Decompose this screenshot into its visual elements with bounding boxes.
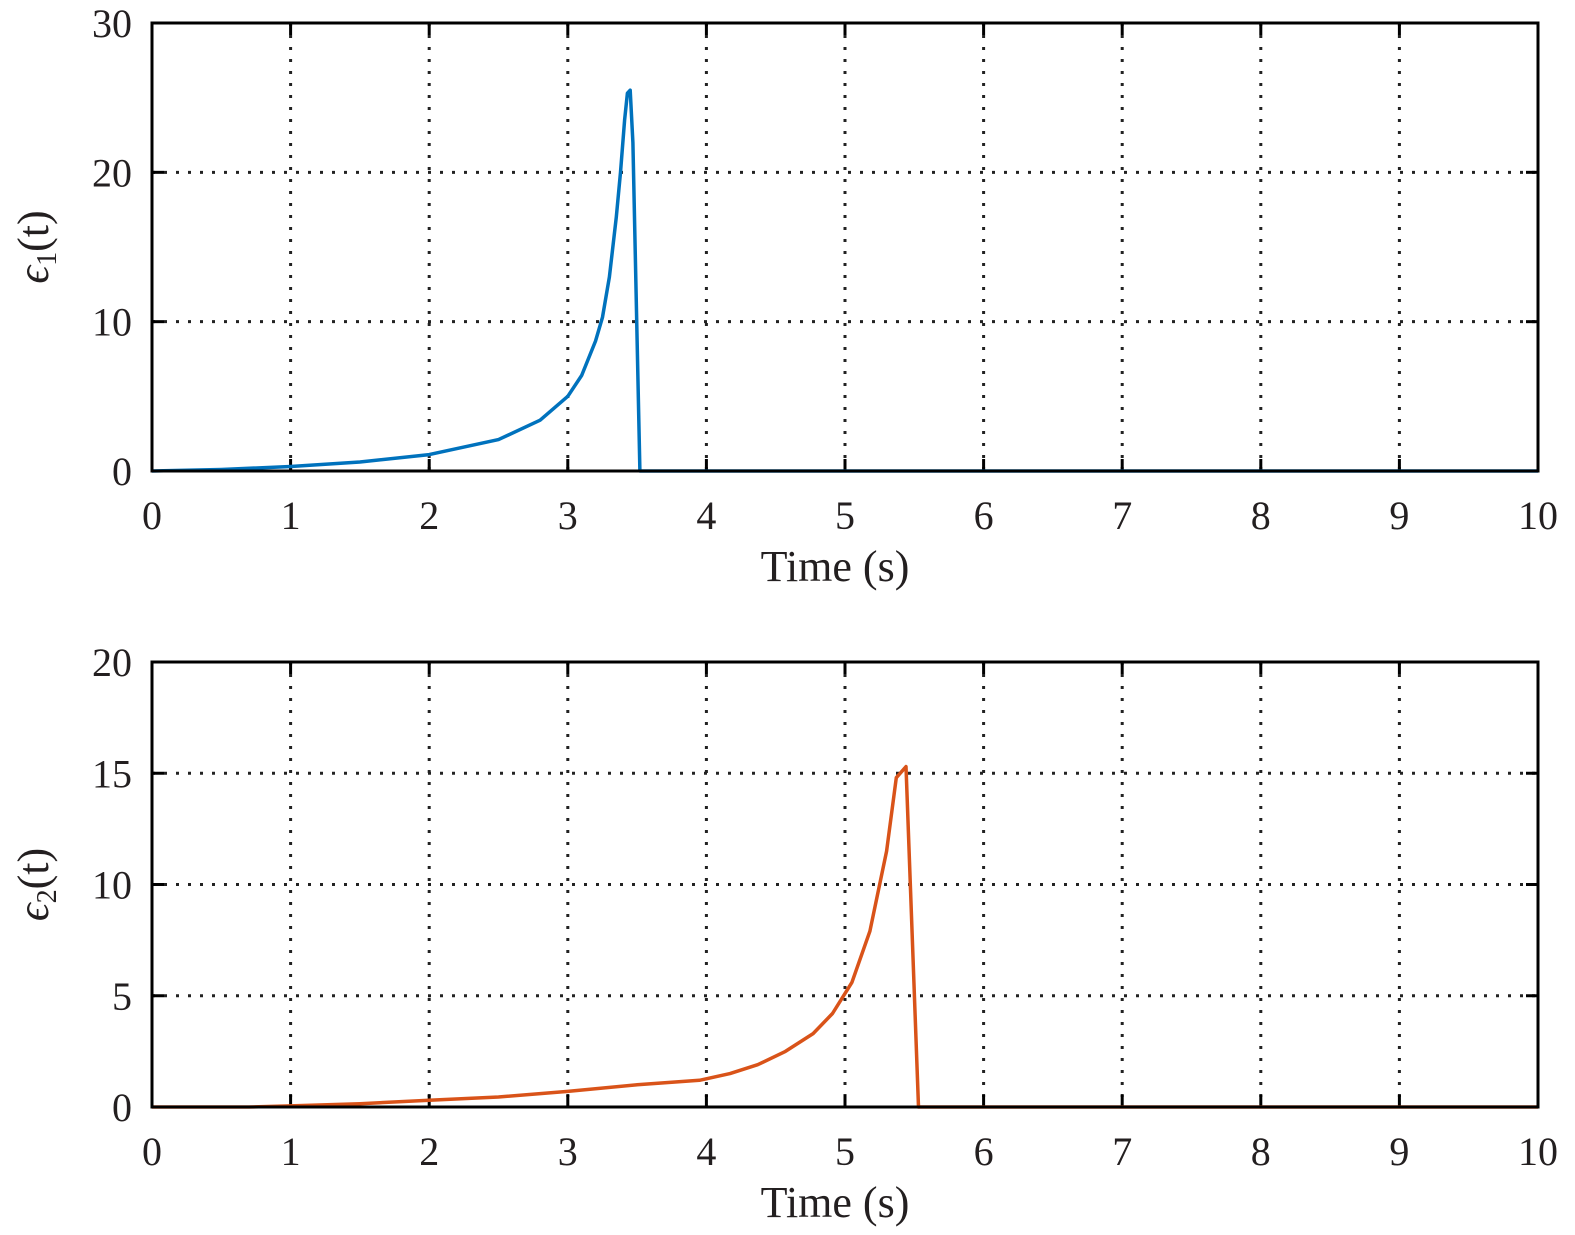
y-tick-label: 5 — [112, 974, 132, 1019]
x-tick-label: 7 — [1112, 493, 1132, 538]
x-tick-label: 9 — [1389, 493, 1409, 538]
x-tick-label: 4 — [696, 1129, 716, 1174]
x-tick-label: 4 — [696, 493, 716, 538]
y-tick-label: 30 — [92, 1, 132, 46]
y-tick-label: 15 — [92, 751, 132, 796]
x-tick-label: 6 — [974, 1129, 994, 1174]
y-tick-label: 10 — [92, 300, 132, 345]
x-tick-label: 3 — [558, 1129, 578, 1174]
x-tick-label: 8 — [1251, 493, 1271, 538]
y-tick-label: 10 — [92, 863, 132, 908]
axes-box — [150, 21, 1540, 473]
subplot-1: 0 1 2 3 4 5 6 7 8 9 10 0 10 20 30 Time (s) ϵ1(t) — [9, 1, 1558, 591]
x-tick-label: 6 — [974, 493, 994, 538]
series-line-ε1 — [151, 88, 1538, 473]
x-tick-label: 5 — [835, 1129, 855, 1174]
x-axis-label: Time (s) — [761, 1178, 910, 1227]
x-tick-label: 3 — [558, 493, 578, 538]
axes-box — [150, 660, 1540, 1109]
x-tick-label: 0 — [142, 493, 162, 538]
y-tick-label: 0 — [112, 1085, 132, 1130]
x-tick-label: 8 — [1251, 1129, 1271, 1174]
x-tick-label: 7 — [1112, 1129, 1132, 1174]
x-tick-label: 2 — [419, 1129, 439, 1174]
y-tick-label: 0 — [112, 449, 132, 494]
x-axis-label: Time (s) — [761, 542, 910, 591]
y-axis-label: ϵ2(t) — [9, 848, 63, 921]
x-tick-label: 10 — [1518, 1129, 1558, 1174]
x-tick-label: 0 — [142, 1129, 162, 1174]
subplot-2: 0 1 2 3 4 5 6 7 8 9 10 0 5 10 15 20 Time (s) ϵ2(t) — [9, 640, 1558, 1227]
x-tick-label: 5 — [835, 493, 855, 538]
y-tick-label: 20 — [92, 640, 132, 685]
x-tick-label: 1 — [281, 1129, 301, 1174]
y-tick-label: 20 — [92, 150, 132, 195]
x-tick-label: 10 — [1518, 493, 1558, 538]
y-axis-label: ϵ1(t) — [9, 210, 63, 283]
x-tick-label: 2 — [419, 493, 439, 538]
series-line-ε2 — [152, 764, 1538, 1109]
x-tick-label: 9 — [1389, 1129, 1409, 1174]
x-tick-label: 1 — [281, 493, 301, 538]
